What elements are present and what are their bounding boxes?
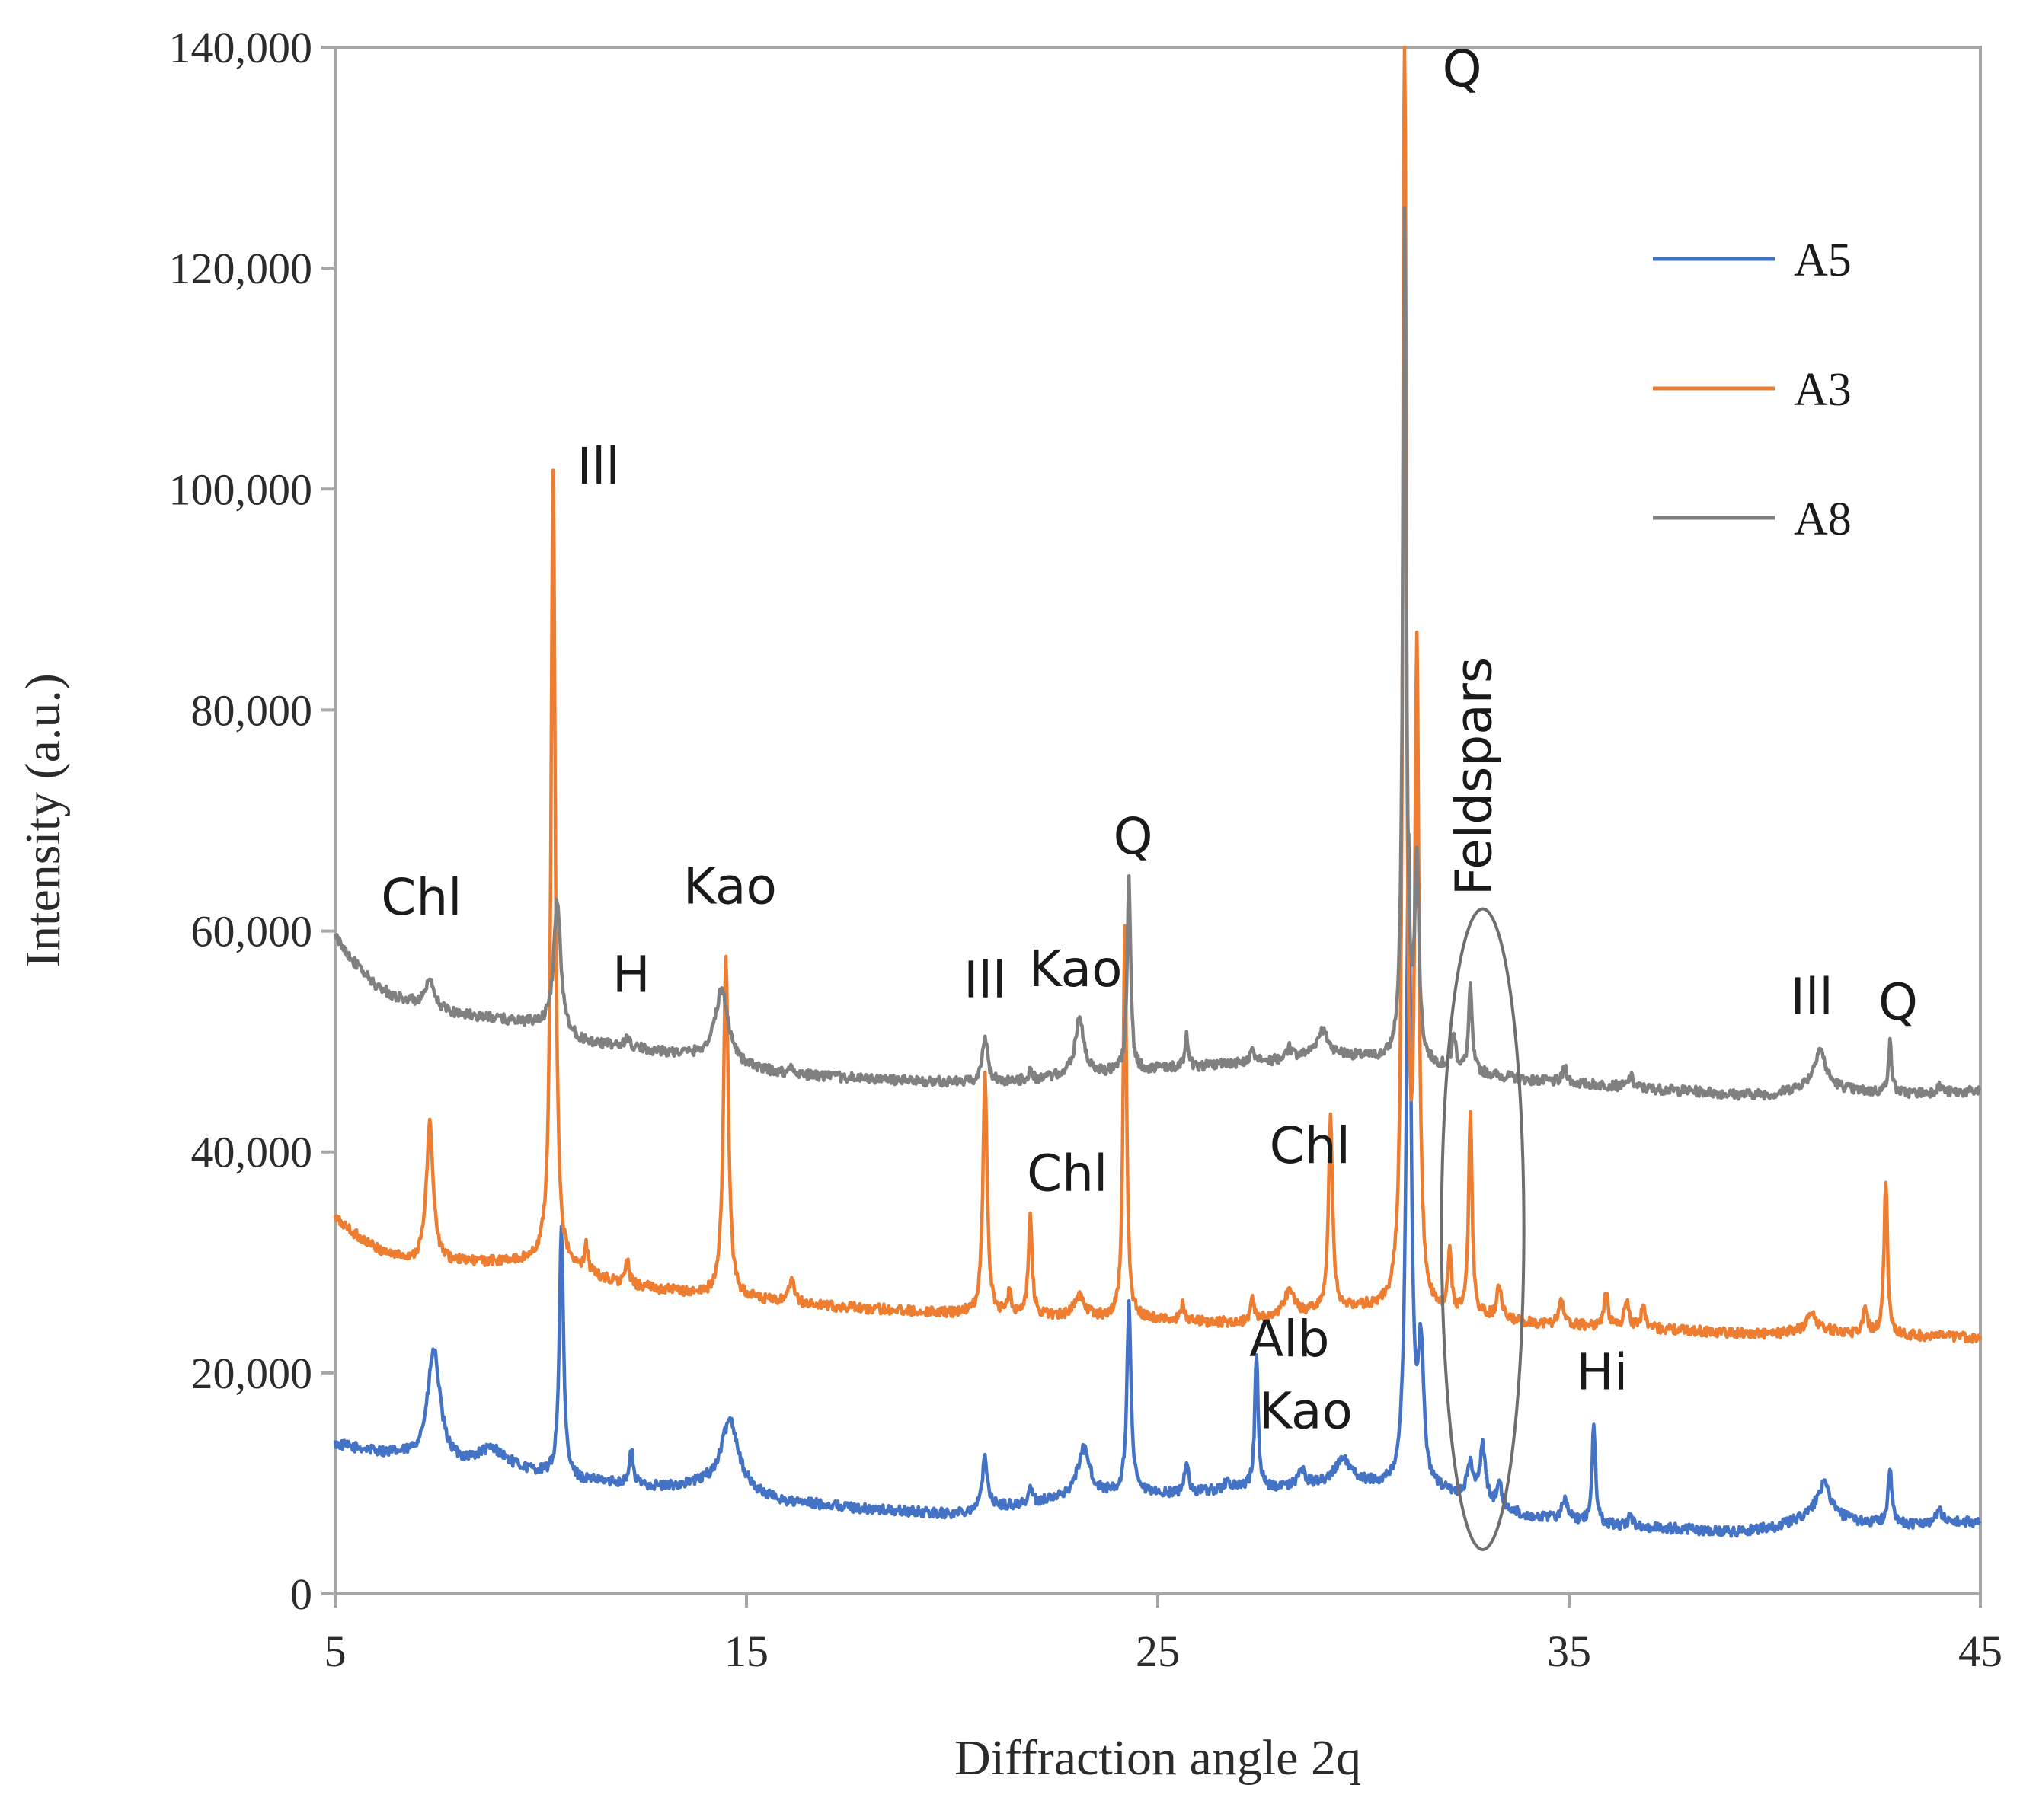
x-tick-label: 25	[1136, 1627, 1180, 1676]
legend: A5 A3 A8	[1653, 235, 1852, 545]
peak-annotation: Q	[1878, 973, 1918, 1032]
y-tick-label: 100,000	[169, 465, 313, 514]
series-line-a3	[333, 45, 1983, 1344]
peak-annotation: Ill	[1791, 967, 1833, 1026]
peak-annotation: Hi	[1576, 1343, 1628, 1402]
peak-annotation: Kao	[1259, 1381, 1353, 1440]
peak-annotation: Q	[1114, 807, 1153, 866]
x-tick-label: 15	[724, 1627, 769, 1676]
x-tick-label: 35	[1547, 1627, 1591, 1676]
series-line-a8	[333, 206, 1982, 1101]
legend-label-a5: A5	[1794, 235, 1852, 286]
series-lines	[333, 45, 1983, 1538]
peak-annotation: Ill	[964, 951, 1006, 1010]
peak-annotation: Chl	[1270, 1116, 1350, 1175]
peak-annotation: Ill	[577, 437, 620, 496]
series-line-a5	[333, 832, 1982, 1538]
y-tick-label: 40,000	[191, 1128, 313, 1177]
x-tick-label: 45	[1958, 1627, 2002, 1676]
feldspar-ellipse	[1440, 907, 1526, 1551]
y-tick-label: 80,000	[191, 685, 313, 735]
feldspar-ellipse-layer	[1440, 907, 1526, 1551]
annotations: Chl Ill H Kao Ill Kao Q Chl Chl Alb Kao Q Feldspars H…	[381, 40, 1918, 1441]
y-tick-label: 120,000	[169, 244, 313, 293]
peak-annotation: Kao	[1029, 940, 1123, 998]
y-tick-label: 20,000	[191, 1349, 313, 1398]
legend-label-a8: A8	[1794, 493, 1852, 545]
legend-label-a3: A3	[1794, 364, 1852, 416]
x-tick-label: 5	[324, 1627, 347, 1676]
peak-annotation: Kao	[683, 857, 777, 915]
x-axis-title: Diffraction angle 2q	[954, 1730, 1361, 1786]
y-tick-label: 60,000	[191, 907, 313, 956]
peak-annotation: Q	[1443, 40, 1482, 98]
x-axis-ticks: 5 15 25 35 45	[324, 1594, 2002, 1676]
y-tick-label: 0	[290, 1569, 312, 1619]
peak-annotation: Chl	[381, 868, 462, 927]
peak-annotation: Feldspars	[1444, 657, 1503, 896]
peak-annotation: Alb	[1249, 1310, 1329, 1368]
y-axis-title: Intensity (a.u.)	[15, 673, 71, 968]
peak-annotation: Chl	[1027, 1144, 1107, 1202]
peak-annotation: H	[612, 945, 650, 1004]
y-axis-ticks: 0 20,000 40,000 60,000 80,000 100,000 120,000 1…	[169, 23, 335, 1619]
y-tick-label: 140,000	[169, 23, 313, 72]
